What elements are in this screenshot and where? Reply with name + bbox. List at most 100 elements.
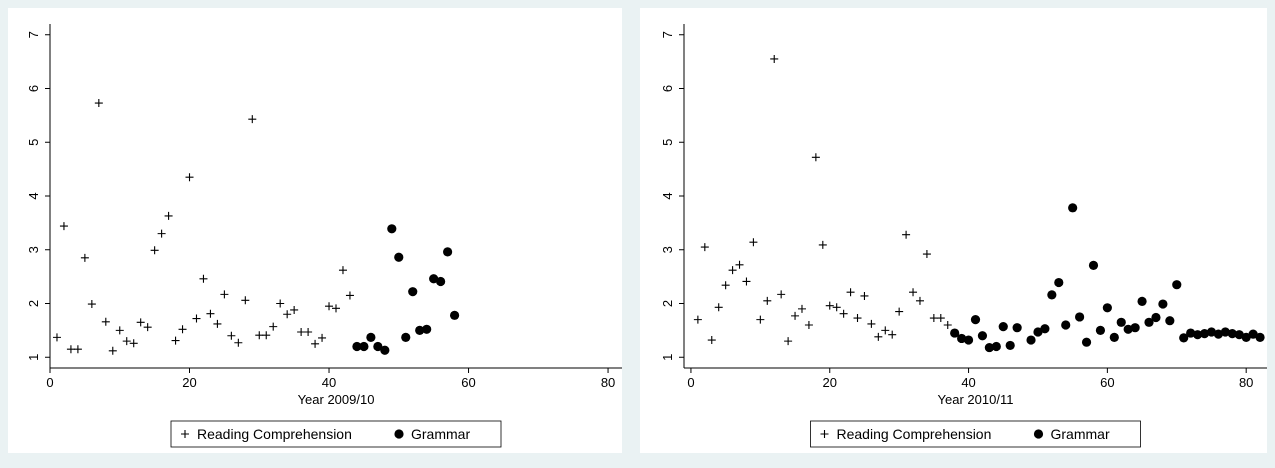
grammar-point — [373, 341, 383, 352]
reading-point — [304, 327, 313, 336]
grammar-point — [1213, 329, 1224, 339]
grammar-point — [394, 252, 404, 262]
reading-point — [122, 337, 131, 346]
reading-point — [143, 323, 152, 332]
grammar-point — [963, 335, 974, 345]
reading-point — [874, 332, 883, 341]
grammar-point — [1054, 277, 1064, 288]
x-tick-label: 0 — [687, 375, 694, 390]
y-tick-label: 7 — [26, 31, 41, 38]
x-tick-label: 0 — [46, 375, 53, 390]
grammar-point — [1186, 328, 1196, 338]
reading-point — [832, 303, 841, 312]
reading-point — [234, 338, 243, 347]
grammar-point — [984, 342, 994, 353]
grammar-point — [1061, 320, 1071, 330]
grammar-point — [1165, 316, 1175, 326]
legend-plus-marker — [820, 430, 829, 438]
reading-comprehension-series — [693, 54, 952, 346]
grammar-point — [429, 274, 439, 284]
grammar-point — [1068, 203, 1078, 213]
reading-point — [839, 309, 848, 318]
reading-point — [199, 274, 208, 283]
grammar-point — [387, 224, 397, 234]
reading-point — [818, 240, 827, 249]
reading-point — [255, 331, 264, 340]
grammar-point — [1088, 260, 1099, 270]
y-tick-label: 3 — [660, 246, 675, 253]
legend-box — [810, 420, 1141, 448]
grammar-point — [991, 341, 1001, 352]
grammar-point — [977, 331, 988, 341]
legend-label-grammar: Grammar — [411, 426, 470, 442]
reading-point — [936, 314, 945, 323]
reading-point — [811, 153, 820, 162]
reading-point — [52, 333, 61, 342]
reading-point — [742, 277, 751, 286]
grammar-point — [998, 322, 1008, 332]
grammar-point — [1179, 333, 1189, 343]
reading-point — [797, 304, 806, 313]
reading-point — [94, 99, 103, 108]
grammar-point — [1095, 325, 1106, 335]
reading-point — [895, 307, 904, 316]
y-tick-label: 5 — [26, 139, 41, 146]
panel-background — [640, 8, 1267, 453]
y-tick-label: 6 — [26, 85, 41, 92]
reading-point — [213, 319, 222, 328]
grammar-point — [408, 287, 418, 297]
grammar-point — [1123, 324, 1133, 334]
grammar-point — [359, 341, 369, 352]
reading-point — [749, 238, 758, 247]
grammar-series — [950, 203, 1265, 353]
reading-point — [825, 301, 834, 310]
reading-point — [171, 336, 180, 345]
reading-point — [728, 266, 737, 275]
legend-box — [170, 420, 502, 448]
grammar-point — [1033, 327, 1043, 337]
reading-point — [693, 315, 702, 324]
reading-point — [860, 291, 869, 300]
reading-point — [276, 299, 285, 308]
reading-point — [150, 246, 159, 255]
x-tick-label: 60 — [1100, 375, 1114, 390]
grammar-point — [1158, 299, 1168, 309]
reading-point — [756, 315, 765, 324]
grammar-point — [1137, 296, 1147, 306]
reading-point — [707, 336, 716, 345]
reading-point — [283, 310, 292, 319]
y-tick-label: 5 — [660, 139, 675, 146]
reading-point — [338, 266, 347, 275]
grammar-point — [1116, 317, 1126, 327]
reading-point — [115, 326, 124, 335]
reading-point — [108, 346, 117, 355]
legend-label-grammar: Grammar — [1051, 426, 1110, 442]
x-tick-label: 40 — [322, 375, 336, 390]
x-tick-label: 40 — [961, 375, 975, 390]
y-tick-label: 7 — [660, 31, 675, 38]
reading-point — [804, 321, 813, 329]
y-tick-label: 1 — [26, 354, 41, 361]
reading-point — [791, 311, 800, 320]
grammar-point — [1075, 312, 1085, 322]
reading-point — [157, 229, 166, 238]
reading-point — [325, 302, 334, 311]
y-tick-label: 2 — [26, 300, 41, 307]
grammar-point — [1255, 332, 1265, 342]
reading-comprehension-series — [52, 99, 354, 355]
grammar-series — [352, 224, 460, 355]
reading-point — [714, 303, 723, 312]
reading-point — [332, 304, 340, 313]
reading-point — [185, 173, 194, 182]
reading-point — [262, 331, 271, 340]
grammar-point — [1026, 335, 1036, 345]
grammar-point — [401, 332, 411, 342]
x-tick-label: 60 — [461, 375, 475, 390]
grammar-point — [1109, 332, 1119, 342]
y-tick-label: 4 — [660, 192, 675, 199]
reading-point — [101, 317, 110, 326]
reading-point — [87, 300, 96, 309]
reading-point — [59, 222, 68, 231]
